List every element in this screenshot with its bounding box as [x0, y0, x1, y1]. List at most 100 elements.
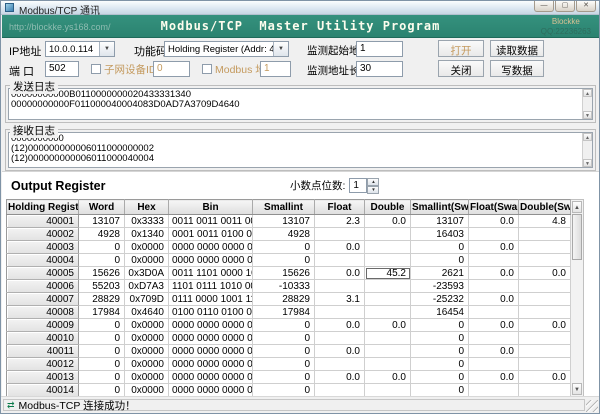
register-value-cell[interactable]: 0 [410, 357, 469, 371]
register-value-cell[interactable]: 0 [252, 344, 315, 358]
spin-down-icon[interactable]: ▼ [367, 186, 380, 194]
register-value-cell[interactable] [364, 305, 411, 319]
register-value-cell[interactable]: 0.0 [314, 240, 365, 254]
column-header[interactable]: Double [364, 199, 411, 215]
register-value-cell[interactable]: 0x0000 [124, 357, 169, 371]
register-value-cell[interactable]: 0100 0110 0100 0000 [168, 305, 253, 319]
register-value-cell[interactable]: 0 [78, 318, 125, 332]
column-header[interactable]: Hex [124, 199, 169, 215]
scroll-up-icon[interactable]: ▲ [583, 89, 592, 97]
ip-combobox[interactable]: 10.0.0.114 ▼ [45, 41, 115, 57]
register-value-cell[interactable]: 0x0000 [124, 331, 169, 345]
register-value-cell[interactable]: 2621 [410, 266, 469, 280]
register-address-cell[interactable]: 40013 [6, 370, 79, 384]
register-value-cell[interactable]: 0.0 [314, 318, 365, 332]
monitor-length-input[interactable]: 30 [356, 61, 403, 77]
register-value-cell[interactable] [314, 279, 365, 293]
subnet-id-checkbox[interactable]: 子网设备ID [91, 62, 157, 76]
register-value-cell[interactable]: 2.3 [314, 214, 365, 228]
register-address-cell[interactable]: 40011 [6, 344, 79, 358]
port-input[interactable]: 502 [45, 61, 79, 77]
register-value-cell[interactable] [364, 240, 411, 254]
write-data-button[interactable]: 写数据 [490, 60, 544, 77]
register-address-cell[interactable]: 40006 [6, 279, 79, 293]
register-value-cell[interactable] [364, 227, 411, 241]
resize-grip[interactable] [586, 400, 598, 412]
register-address-cell[interactable]: 40002 [6, 227, 79, 241]
send-log-scrollbar[interactable]: ▲ ▼ [582, 89, 592, 119]
register-value-cell[interactable] [364, 279, 411, 293]
function-code-combobox[interactable]: Holding Register (Addr: 4xxxx) ▼ [164, 41, 289, 57]
register-value-cell[interactable] [364, 357, 411, 371]
register-value-cell[interactable]: 1101 0111 1010 0011 [168, 279, 253, 293]
register-value-cell[interactable]: 0x0000 [124, 240, 169, 254]
register-value-cell[interactable] [468, 253, 519, 267]
close-icon[interactable]: ✕ [576, 1, 596, 12]
register-value-cell[interactable]: 4928 [78, 227, 125, 241]
register-value-cell[interactable]: 0x1340 [124, 227, 169, 241]
register-value-cell[interactable]: 55203 [78, 279, 125, 293]
register-value-cell[interactable]: 0011 0011 0011 0011 [168, 214, 253, 228]
register-value-cell[interactable]: 0.0 [468, 370, 519, 384]
register-value-cell[interactable]: 0.0 [518, 370, 571, 384]
register-address-cell[interactable]: 40001 [6, 214, 79, 228]
register-value-cell[interactable]: 0x0000 [124, 383, 169, 397]
scroll-down-icon[interactable]: ▼ [572, 383, 582, 395]
register-value-cell[interactable] [364, 344, 411, 358]
register-address-cell[interactable]: 40012 [6, 357, 79, 371]
register-value-cell[interactable]: 0.0 [468, 214, 519, 228]
register-value-cell[interactable] [518, 240, 571, 254]
register-value-cell[interactable]: -10333 [252, 279, 315, 293]
register-value-cell[interactable] [314, 357, 365, 371]
register-value-cell[interactable]: -23593 [410, 279, 469, 293]
register-value-cell[interactable]: 0000 0000 0000 0000 [168, 318, 253, 332]
register-value-cell[interactable]: 13107 [252, 214, 315, 228]
minimize-icon[interactable]: — [534, 1, 554, 12]
register-value-cell[interactable]: 0000 0000 0000 0000 [168, 357, 253, 371]
register-value-cell[interactable]: 0.0 [314, 344, 365, 358]
register-value-cell[interactable]: 28829 [78, 292, 125, 306]
register-value-cell[interactable]: 0.0 [468, 292, 519, 306]
register-value-cell[interactable] [468, 357, 519, 371]
register-value-cell[interactable]: 4928 [252, 227, 315, 241]
register-value-cell[interactable]: 0.0 [468, 266, 519, 280]
register-value-cell[interactable]: 0 [252, 240, 315, 254]
register-value-cell[interactable] [518, 344, 571, 358]
register-value-cell[interactable]: 0 [252, 318, 315, 332]
register-value-cell[interactable]: 0 [410, 383, 469, 397]
column-header[interactable]: Float [314, 199, 365, 215]
register-value-cell[interactable] [468, 383, 519, 397]
register-value-cell[interactable]: 0 [78, 331, 125, 345]
column-header[interactable]: Smallint [252, 199, 315, 215]
close-connection-button[interactable]: 关闭 [438, 60, 484, 77]
register-value-cell[interactable]: 0 [252, 357, 315, 371]
register-value-cell[interactable]: 0 [78, 344, 125, 358]
column-header[interactable]: Smallint(Swap) [410, 199, 469, 215]
register-value-cell[interactable]: 3.1 [314, 292, 365, 306]
register-address-cell[interactable]: 40007 [6, 292, 79, 306]
register-value-cell[interactable] [314, 383, 365, 397]
chevron-down-icon[interactable]: ▼ [273, 42, 288, 56]
register-value-cell[interactable]: 0000 0000 0000 0000 [168, 370, 253, 384]
register-value-cell[interactable]: 0 [252, 383, 315, 397]
register-value-cell[interactable]: 0.0 [518, 318, 571, 332]
register-value-cell[interactable]: 0x0000 [124, 253, 169, 267]
register-value-cell[interactable]: 0 [410, 344, 469, 358]
register-value-cell[interactable]: 0 [78, 357, 125, 371]
register-value-cell[interactable]: 0 [78, 383, 125, 397]
register-value-cell[interactable]: 0 [410, 253, 469, 267]
register-value-cell[interactable] [518, 253, 571, 267]
register-value-cell[interactable]: 0 [78, 370, 125, 384]
register-value-cell[interactable]: 0 [410, 240, 469, 254]
register-value-cell[interactable]: 0x0000 [124, 344, 169, 358]
spin-up-icon[interactable]: ▲ [367, 178, 380, 186]
register-value-cell[interactable] [468, 279, 519, 293]
register-value-cell[interactable] [364, 383, 411, 397]
register-address-cell[interactable]: 40005 [6, 266, 79, 280]
register-value-cell[interactable]: 0.0 [468, 344, 519, 358]
register-value-cell[interactable]: 0.0 [364, 318, 411, 332]
register-value-cell[interactable]: 0.0 [364, 370, 411, 384]
register-address-cell[interactable]: 40014 [6, 383, 79, 397]
table-scrollbar[interactable]: ▲ ▼ [571, 199, 584, 397]
register-address-cell[interactable]: 40010 [6, 331, 79, 345]
